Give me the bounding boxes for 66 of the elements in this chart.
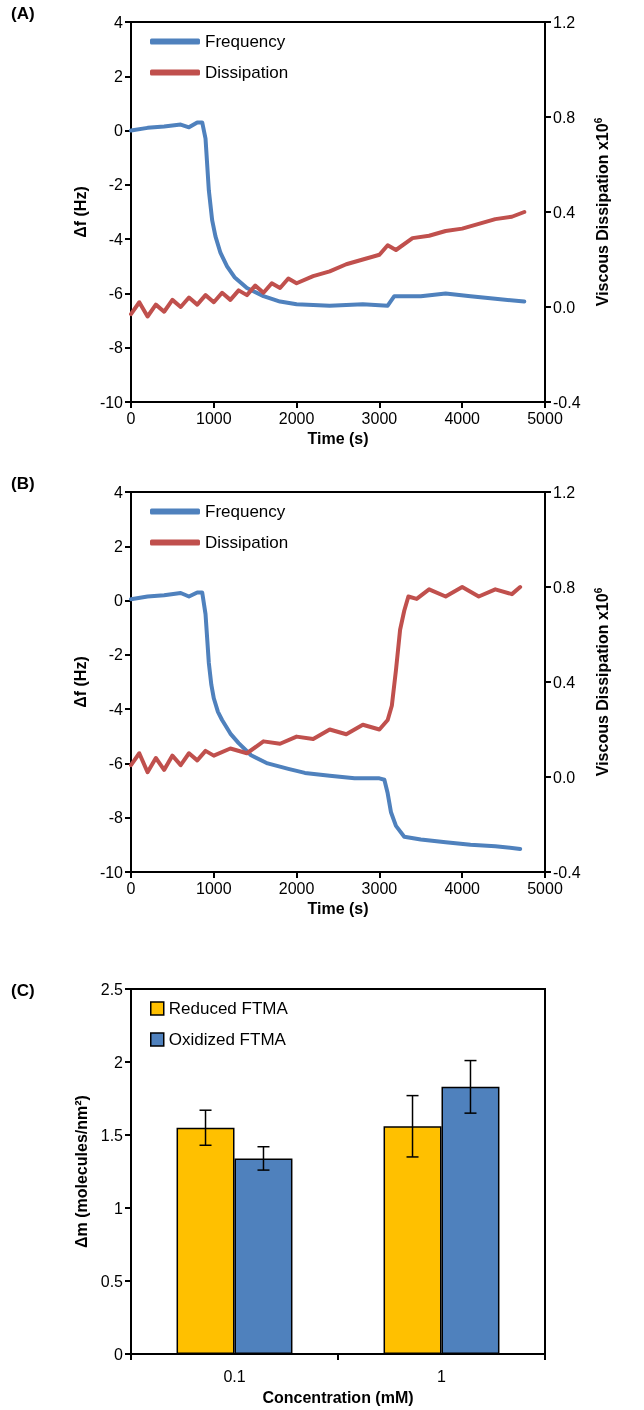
- legend-label: Oxidized FTMA: [168, 1030, 287, 1049]
- y2-axis-title: Viscous Dissipation x106: [592, 117, 611, 307]
- y2-tick-label: 0.8: [553, 108, 576, 126]
- y2-tick-label: 0.4: [553, 673, 576, 691]
- y2-tick-label: 1.2: [553, 13, 576, 31]
- y-tick-label: 0: [114, 122, 124, 140]
- x-tick-label: 0.1: [223, 1367, 246, 1385]
- y2-tick-label: 0.0: [553, 768, 576, 786]
- y-tick-label: -10: [99, 393, 124, 411]
- line-series: [129, 585, 523, 775]
- y-tick-label: -10: [99, 863, 124, 881]
- x-tick-label: 5000: [527, 879, 563, 897]
- y2-axis-title: Viscous Dissipation x106: [592, 587, 611, 777]
- legend-label: Reduced FTMA: [168, 999, 289, 1018]
- y-tick-label: -4: [108, 700, 124, 718]
- y-tick-label: -8: [108, 809, 124, 827]
- y-tick-label: 2.5: [100, 980, 124, 998]
- y-tick-label: 1.5: [100, 1126, 124, 1144]
- y2-tick-label: 0.8: [553, 578, 576, 596]
- y-tick-label: 1: [114, 1199, 124, 1217]
- legend-label: Dissipation: [205, 63, 289, 82]
- y-tick-label: 0: [114, 592, 124, 610]
- line-series: [129, 120, 527, 308]
- x-tick-label: 0: [126, 879, 136, 897]
- y-tick-label: 2: [114, 537, 124, 555]
- y-tick-label: 0.5: [100, 1272, 124, 1290]
- x-tick-label: 1000: [196, 879, 232, 897]
- y2-tick-label: -0.4: [553, 863, 581, 881]
- x-axis-title: Concentration (mM): [262, 1388, 414, 1406]
- x-tick-label: 2000: [278, 879, 315, 897]
- y-tick-label: 4: [114, 13, 124, 31]
- legend-label: Frequency: [205, 502, 286, 521]
- y-axis-title: Δm (molecules/nm²): [73, 1095, 91, 1248]
- chart-title: (B): [11, 474, 35, 493]
- y-tick-label: -6: [108, 284, 124, 302]
- y-tick-label: 2: [114, 67, 124, 85]
- x-tick-label: 1000: [196, 409, 232, 427]
- x-tick-label: 3000: [361, 879, 398, 897]
- y2-tick-label: 0.0: [553, 298, 576, 316]
- y-tick-label: -2: [108, 646, 124, 664]
- y2-tick-label: 0.4: [553, 203, 576, 221]
- x-tick-label: 3000: [361, 409, 398, 427]
- y-tick-label: -2: [108, 176, 124, 194]
- x-tick-label: 0: [126, 409, 136, 427]
- line-series: [129, 210, 527, 319]
- line-series: [129, 590, 523, 851]
- y2-tick-label: 1.2: [553, 483, 576, 501]
- x-tick-label: 4000: [444, 409, 481, 427]
- x-axis-title: Time (s): [307, 430, 369, 448]
- x-tick-label: 2000: [278, 409, 315, 427]
- y-tick-label: 0: [114, 1345, 124, 1363]
- y-tick-label: 2: [114, 1053, 124, 1071]
- chart-title: (C): [11, 981, 35, 1000]
- legend-label: Dissipation: [205, 533, 289, 552]
- y-tick-label: -6: [108, 754, 124, 772]
- y-axis-title: Δf (Hz): [72, 186, 90, 238]
- x-axis-title: Time (s): [307, 900, 369, 918]
- chart-title: (A): [11, 4, 35, 23]
- legend-label: Frequency: [205, 32, 286, 51]
- y-tick-label: -8: [108, 339, 124, 357]
- y-axis-title: Δf (Hz): [72, 656, 90, 708]
- x-tick-label: 4000: [444, 879, 481, 897]
- y2-tick-label: -0.4: [553, 393, 581, 411]
- y-tick-label: 4: [114, 483, 124, 501]
- x-tick-label: 5000: [527, 409, 563, 427]
- y-tick-label: -4: [108, 230, 124, 248]
